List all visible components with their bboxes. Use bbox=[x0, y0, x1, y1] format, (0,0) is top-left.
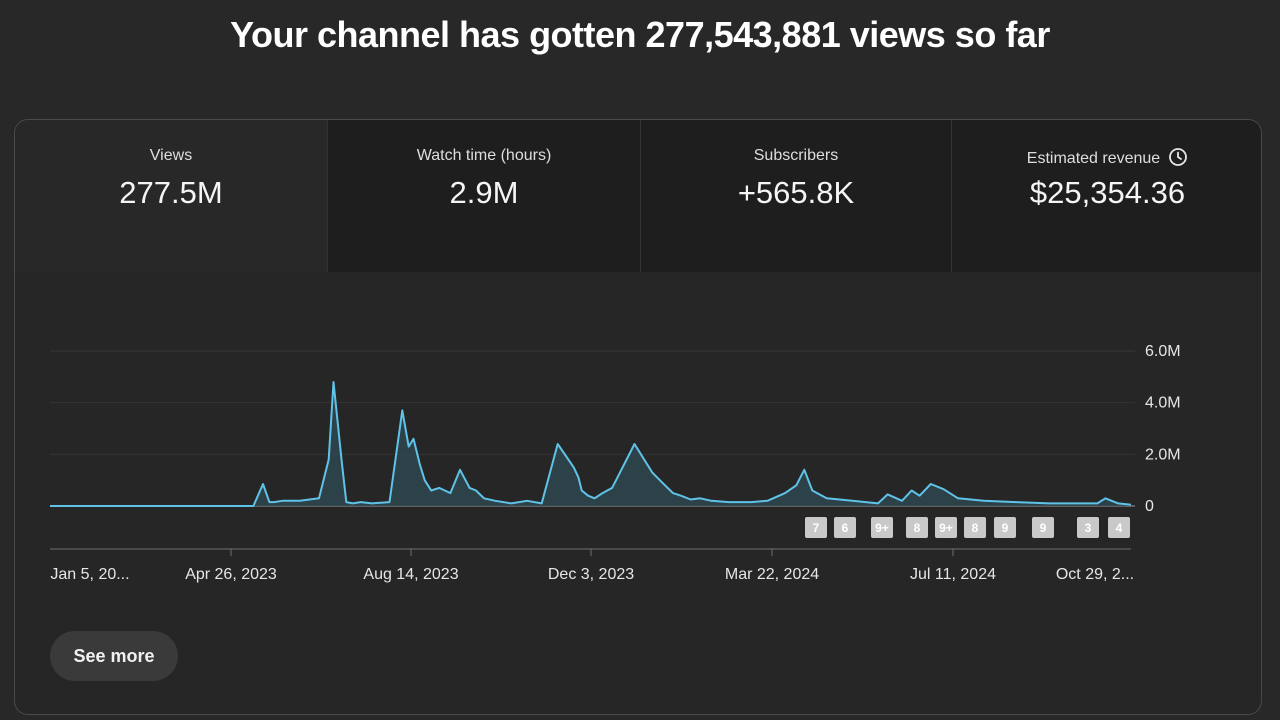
tab-subscribers[interactable]: Subscribers +565.8K bbox=[640, 120, 951, 272]
tab-watch-time[interactable]: Watch time (hours) 2.9M bbox=[327, 120, 640, 272]
page-headline: Your channel has gotten 277,543,881 view… bbox=[230, 14, 1050, 55]
tab-value: +565.8K bbox=[737, 175, 855, 210]
annotation-marker-label: 9 bbox=[1040, 521, 1047, 535]
x-tick-label: Mar 22, 2024 bbox=[725, 566, 819, 583]
annotation-marker bbox=[964, 517, 986, 538]
tab-label: Views bbox=[149, 147, 193, 164]
annotation-marker-label: 7 bbox=[813, 521, 820, 535]
annotation-marker-label: 6 bbox=[842, 521, 849, 535]
analytics-card: Views 277.5M Watch time (hours) 2.9M Sub… bbox=[14, 119, 1262, 715]
tab-value: $25,354.36 bbox=[1029, 175, 1186, 210]
views-series-line bbox=[50, 381, 1132, 507]
x-tick-label: Jan 5, 20... bbox=[50, 566, 129, 583]
annotation-marker bbox=[935, 517, 957, 538]
y-tick-label: 6.0M bbox=[1145, 343, 1181, 360]
annotation-marker-label: 8 bbox=[972, 521, 979, 535]
x-tick-label: Dec 3, 2023 bbox=[548, 566, 634, 583]
annotation-marker bbox=[871, 517, 893, 538]
views-chart: 0 2.0M 4.0M 6.0M 7 6 9+ 8 9+ 8 9 9 3 4 Jan 5, 20... Apr… bbox=[50, 343, 1181, 583]
metric-tabs: Views 277.5M Watch time (hours) 2.9M Sub… bbox=[15, 120, 1261, 272]
annotation-marker-label: 3 bbox=[1085, 521, 1092, 535]
annotation-marker bbox=[994, 517, 1016, 538]
annotation-marker bbox=[834, 517, 856, 538]
x-tick-label: Aug 14, 2023 bbox=[363, 566, 458, 583]
y-tick-label: 2.0M bbox=[1145, 446, 1181, 463]
tab-value: 277.5M bbox=[119, 175, 223, 210]
clock-icon[interactable] bbox=[1168, 147, 1188, 172]
annotation-marker-label: 8 bbox=[914, 521, 921, 535]
annotation-marker-label: 4 bbox=[1116, 521, 1123, 535]
tab-label: Watch time (hours) bbox=[416, 147, 552, 164]
annotation-marker bbox=[805, 517, 827, 538]
annotation-marker-label: 9 bbox=[1002, 521, 1009, 535]
tab-label: Estimated revenue bbox=[1026, 150, 1161, 167]
tab-value: 2.9M bbox=[449, 175, 519, 210]
see-more-button[interactable]: See more bbox=[50, 631, 178, 681]
annotation-marker bbox=[1032, 517, 1054, 538]
x-tick-label: Oct 29, 2... bbox=[1056, 566, 1134, 583]
annotation-marker bbox=[906, 517, 928, 538]
x-tick-label: Apr 26, 2023 bbox=[185, 566, 277, 583]
annotation-marker-label: 9+ bbox=[939, 521, 953, 535]
views-area-fill bbox=[50, 382, 1131, 506]
annotation-marker bbox=[1108, 517, 1130, 538]
x-tick-label: Jul 11, 2024 bbox=[910, 566, 996, 583]
tab-estimated-revenue[interactable]: Estimated revenue $25,354.36 bbox=[951, 120, 1261, 272]
y-tick-label: 0 bbox=[1145, 498, 1154, 515]
tab-label-wrap: Estimated revenue bbox=[952, 147, 1261, 172]
tab-label: Subscribers bbox=[753, 147, 839, 164]
annotation-marker-label: 9+ bbox=[875, 521, 889, 535]
y-tick-label: 4.0M bbox=[1145, 395, 1181, 412]
tab-views[interactable]: Views 277.5M bbox=[15, 120, 327, 272]
annotation-marker bbox=[1077, 517, 1099, 538]
